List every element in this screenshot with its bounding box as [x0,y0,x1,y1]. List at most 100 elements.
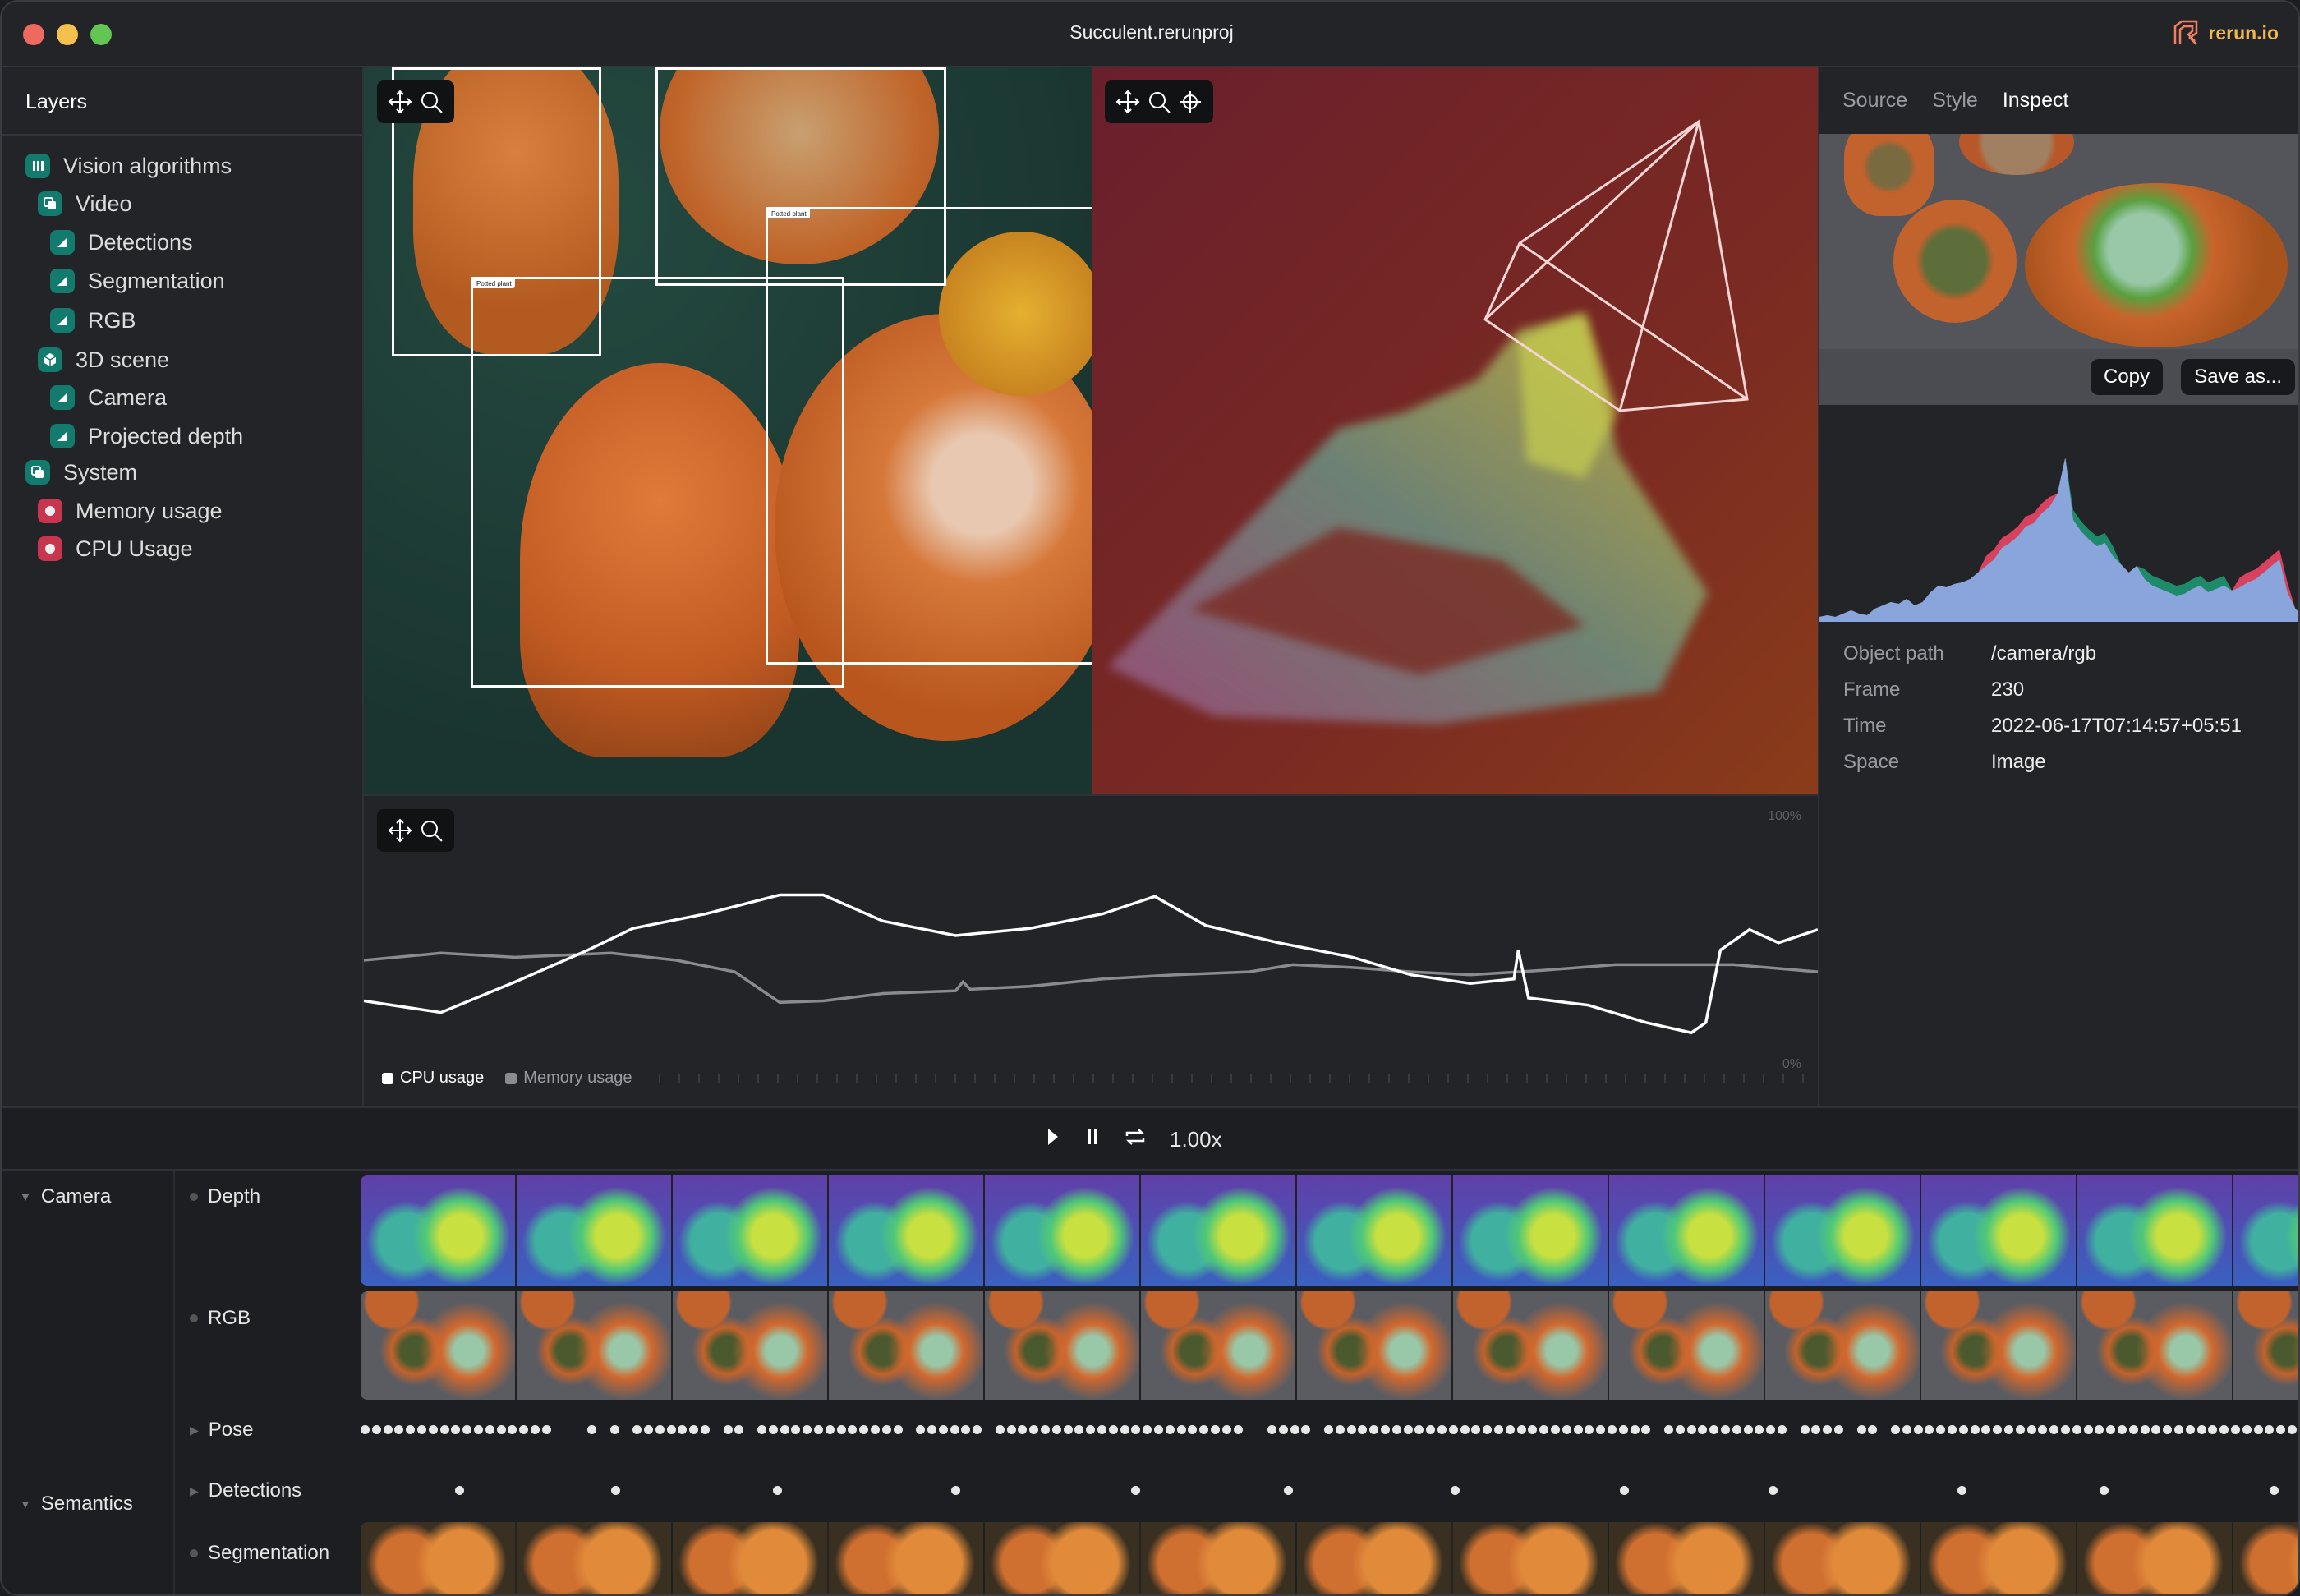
pose-keyframe[interactable] [2253,1425,2263,1434]
pose-keyframe[interactable] [1335,1425,1345,1434]
pose-keyframe[interactable] [723,1425,733,1434]
pose-keyframe[interactable] [2140,1425,2150,1434]
zoom-icon[interactable] [418,817,444,844]
pose-keyframe[interactable] [734,1425,744,1434]
pose-keyframe[interactable] [1993,1425,2003,1434]
pose-keyframe[interactable] [1596,1425,1606,1434]
pose-keyframe[interactable] [1551,1425,1560,1434]
tab-style[interactable]: Style [1932,89,1978,112]
pose-keyframe[interactable] [2220,1425,2229,1434]
pose-keyframe[interactable] [757,1425,766,1434]
pose-keyframe[interactable] [508,1425,518,1434]
pose-keyframe[interactable] [1278,1425,1288,1434]
pose-keyframe[interactable] [1664,1425,1673,1434]
frame-thumbnail[interactable] [1297,1175,1453,1286]
pose-keyframe[interactable] [2049,1425,2059,1434]
pose-keyframe[interactable] [2231,1425,2240,1434]
pose-keyframe[interactable] [1233,1425,1243,1434]
pose-keyframe[interactable] [1948,1425,1957,1434]
layer-item[interactable]: Memory usage [38,494,223,527]
pose-keyframe[interactable] [371,1425,381,1434]
property-value[interactable]: /camera/rgb [1991,642,2097,665]
pose-keyframe[interactable] [1573,1425,1583,1434]
pose-keyframe[interactable] [1029,1425,1039,1434]
frame-thumbnail[interactable] [2077,1175,2233,1286]
pose-keyframe[interactable] [1448,1425,1458,1434]
pose-keyframe[interactable] [2083,1425,2093,1434]
pose-keyframe[interactable] [791,1425,801,1434]
pose-keyframe[interactable] [1324,1425,1333,1434]
pose-keyframe[interactable] [1494,1425,1503,1434]
pose-keyframe[interactable] [1097,1425,1106,1434]
detection-keyframe[interactable] [1131,1486,1140,1495]
property-value[interactable]: Image [1991,751,2046,773]
pose-keyframe[interactable] [1063,1425,1073,1434]
pose-keyframe[interactable] [644,1425,653,1434]
pose-keyframe[interactable] [428,1425,438,1434]
pose-keyframe[interactable] [1051,1425,1061,1434]
pose-keyframe[interactable] [2185,1425,2195,1434]
pose-keyframe[interactable] [973,1425,982,1434]
row-detections[interactable]: ▶ Detections [173,1474,361,1507]
row-depth[interactable]: Depth [173,1180,361,1213]
brand-logo[interactable]: rerun.io [2172,18,2279,48]
row-pose[interactable]: ▶ Pose [173,1414,361,1447]
pose-keyframe[interactable] [417,1425,426,1434]
pose-keyframe[interactable] [2004,1425,2013,1434]
pose-keyframe[interactable] [2288,1425,2297,1434]
pose-keyframe[interactable] [1108,1425,1118,1434]
pose-keyframe[interactable] [1041,1425,1050,1434]
pose-keyframe[interactable] [519,1425,529,1434]
pose-keyframe[interactable] [1483,1425,1493,1434]
series-line-cpu-usage[interactable] [364,893,1818,1035]
frame-thumbnail[interactable] [1921,1522,2077,1594]
detection-box[interactable]: Potted plant [766,207,1092,665]
frame-thumbnail[interactable] [1453,1291,1609,1400]
layer-item[interactable]: 3D scene [38,343,169,376]
pose-keyframe[interactable] [927,1425,936,1434]
pose-keyframe[interactable] [2242,1425,2252,1434]
frame-thumbnail[interactable] [1453,1175,1609,1286]
pose-keyframe[interactable] [881,1425,891,1434]
pose-keyframe[interactable] [361,1425,370,1434]
pose-keyframe[interactable] [814,1425,823,1434]
pose-keyframe[interactable] [1721,1425,1730,1434]
pose-keyframe[interactable] [1176,1425,1186,1434]
frame-thumbnail[interactable] [1921,1291,2077,1400]
pose-keyframe[interactable] [1018,1425,1028,1434]
pose-keyframe[interactable] [1766,1425,1776,1434]
pose-keyframe[interactable] [2128,1425,2138,1434]
pose-keyframe[interactable] [2095,1425,2104,1434]
pose-keyframe[interactable] [485,1425,494,1434]
pose-keyframe[interactable] [2072,1425,2082,1434]
pose-keyframe[interactable] [1221,1425,1231,1434]
save-as-button[interactable]: Save as... [2181,359,2295,395]
depth-track[interactable] [361,1175,2298,1286]
pose-keyframe[interactable] [1732,1425,1741,1434]
pose-keyframe[interactable] [1686,1425,1696,1434]
pose-keyframe[interactable] [1199,1425,1209,1434]
frame-thumbnail[interactable] [517,1175,673,1286]
pose-keyframe[interactable] [1902,1425,1911,1434]
layer-item[interactable]: Vision algorithms [25,149,232,182]
chevron-right-icon[interactable]: ▶ [190,1483,199,1497]
layer-item[interactable]: System [25,456,137,489]
pose-keyframe[interactable] [1585,1425,1594,1434]
pose-keyframe[interactable] [848,1425,858,1434]
frame-thumbnail[interactable] [1141,1291,1297,1400]
pose-keyframe[interactable] [1471,1425,1481,1434]
orbit-icon[interactable] [1177,89,1203,115]
series-line-memory-usage[interactable] [364,951,1818,1005]
frame-thumbnail[interactable] [361,1291,517,1400]
pose-keyframe[interactable] [1516,1425,1526,1434]
pose-keyframe[interactable] [2026,1425,2036,1434]
pose-keyframe[interactable] [496,1425,506,1434]
pose-keyframe[interactable] [1188,1425,1198,1434]
pose-keyframe[interactable] [1381,1425,1390,1434]
tab-inspect[interactable]: Inspect [2002,89,2069,112]
pose-keyframe[interactable] [1936,1425,1946,1434]
playback-speed[interactable]: 1.00x [1170,1127,1222,1152]
pose-keyframe[interactable] [1414,1425,1424,1434]
minimize-window-button[interactable] [57,24,78,45]
pose-keyframe[interactable] [1913,1425,1923,1434]
